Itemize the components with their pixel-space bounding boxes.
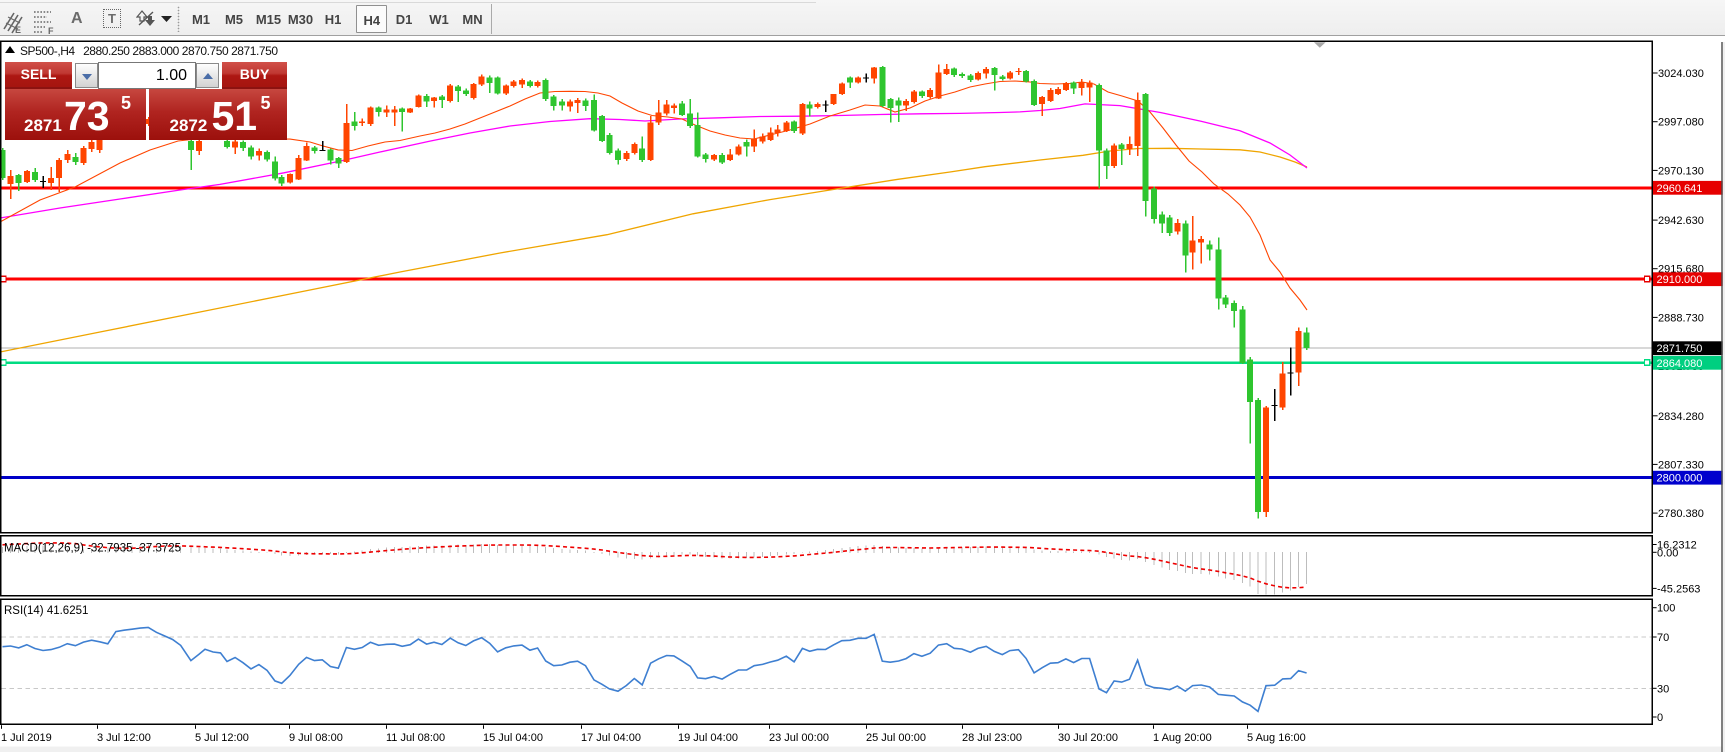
svg-text:2960.641: 2960.641 bbox=[1657, 183, 1703, 195]
svg-text:2888.730: 2888.730 bbox=[1658, 312, 1704, 324]
svg-text:23 Jul 00:00: 23 Jul 00:00 bbox=[769, 732, 829, 744]
svg-text:2910.000: 2910.000 bbox=[1657, 274, 1703, 286]
svg-text:2997.080: 2997.080 bbox=[1658, 117, 1704, 129]
svg-text:28 Jul 23:00: 28 Jul 23:00 bbox=[962, 732, 1022, 744]
svg-text:5 Jul 12:00: 5 Jul 12:00 bbox=[195, 732, 249, 744]
svg-text:0: 0 bbox=[1657, 712, 1663, 724]
svg-text:3 Jul 12:00: 3 Jul 12:00 bbox=[97, 732, 151, 744]
svg-text:15 Jul 04:00: 15 Jul 04:00 bbox=[483, 732, 543, 744]
svg-text:0.00: 0.00 bbox=[1657, 547, 1678, 559]
svg-text:2780.380: 2780.380 bbox=[1658, 508, 1704, 520]
svg-text:70: 70 bbox=[1657, 632, 1669, 644]
svg-text:30: 30 bbox=[1657, 683, 1669, 695]
svg-text:2871.750: 2871.750 bbox=[1657, 343, 1703, 355]
svg-text:19 Jul 04:00: 19 Jul 04:00 bbox=[678, 732, 738, 744]
svg-text:2864.080: 2864.080 bbox=[1657, 358, 1703, 370]
svg-text:30 Jul 20:00: 30 Jul 20:00 bbox=[1058, 732, 1118, 744]
svg-text:F: F bbox=[48, 26, 54, 34]
svg-text:5 Aug 16:00: 5 Aug 16:00 bbox=[1247, 732, 1306, 744]
svg-text:2834.280: 2834.280 bbox=[1658, 411, 1704, 423]
svg-text:1 Jul 2019: 1 Jul 2019 bbox=[1, 732, 52, 744]
svg-text:RSI(14) 41.6251: RSI(14) 41.6251 bbox=[4, 605, 88, 617]
svg-text:2807.330: 2807.330 bbox=[1658, 459, 1704, 471]
svg-text:100: 100 bbox=[1657, 603, 1675, 615]
svg-text:MACD(12,26,9) -32.7935 -37.372: MACD(12,26,9) -32.7935 -37.3725 bbox=[4, 543, 181, 555]
svg-text:2800.000: 2800.000 bbox=[1657, 473, 1703, 485]
svg-text:E: E bbox=[15, 25, 21, 34]
svg-text:11 Jul 08:00: 11 Jul 08:00 bbox=[386, 732, 445, 744]
svg-text:17 Jul 04:00: 17 Jul 04:00 bbox=[581, 732, 641, 744]
svg-text:-45.2563: -45.2563 bbox=[1657, 583, 1700, 595]
svg-text:9 Jul 08:00: 9 Jul 08:00 bbox=[289, 732, 343, 744]
svg-text:2942.630: 2942.630 bbox=[1658, 215, 1704, 227]
svg-text:16.2312: 16.2312 bbox=[1657, 540, 1697, 552]
svg-text:3024.030: 3024.030 bbox=[1658, 68, 1704, 80]
svg-text:2970.130: 2970.130 bbox=[1658, 165, 1704, 177]
svg-text:25 Jul 00:00: 25 Jul 00:00 bbox=[866, 732, 926, 744]
svg-text:1 Aug 20:00: 1 Aug 20:00 bbox=[1153, 732, 1212, 744]
